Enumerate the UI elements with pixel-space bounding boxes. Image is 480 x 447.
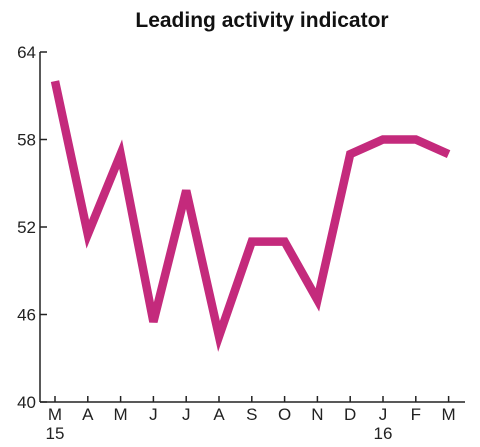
x-tick-label: J: [379, 405, 388, 424]
y-axis: 40 46 52 58 64: [17, 43, 47, 412]
data-point: [415, 139, 417, 141]
data-point: [152, 321, 154, 323]
series-line: [50, 80, 451, 352]
data-point: [316, 299, 318, 301]
data-point: [448, 153, 450, 155]
data-point: [284, 241, 286, 243]
x-tick-label: D: [344, 405, 356, 424]
series-group: [50, 80, 451, 352]
x-tick-label: A: [82, 405, 94, 424]
data-point: [218, 335, 220, 337]
x-tick-label: N: [311, 405, 323, 424]
x-tick-label: F: [411, 405, 421, 424]
data-point: [185, 190, 187, 192]
y-tick-label: 58: [17, 131, 36, 150]
x-tick-label: M: [48, 405, 62, 424]
x-tick-label: O: [278, 405, 291, 424]
data-point: [382, 139, 384, 141]
data-point: [87, 233, 89, 235]
x-tick-label: J: [182, 405, 191, 424]
x-year-label: 16: [374, 424, 393, 443]
data-point: [54, 80, 56, 82]
x-tick-label: A: [213, 405, 225, 424]
data-point: [251, 241, 253, 243]
y-tick-label: 46: [17, 306, 36, 325]
x-axis: M A M J J A S O N D J F M15 16: [40, 396, 465, 443]
data-point: [120, 153, 122, 155]
data-point: [349, 153, 351, 155]
x-tick-label: M: [442, 405, 456, 424]
x-tick-label: J: [149, 405, 158, 424]
chart-title: Leading activity indicator: [135, 9, 388, 32]
y-tick-label: 64: [17, 43, 36, 62]
x-tick-label: S: [246, 405, 257, 424]
y-tick-label: 40: [17, 393, 36, 412]
x-tick-label: M: [114, 405, 128, 424]
x-year-label: 15: [46, 424, 65, 443]
y-tick-label: 52: [17, 218, 36, 237]
